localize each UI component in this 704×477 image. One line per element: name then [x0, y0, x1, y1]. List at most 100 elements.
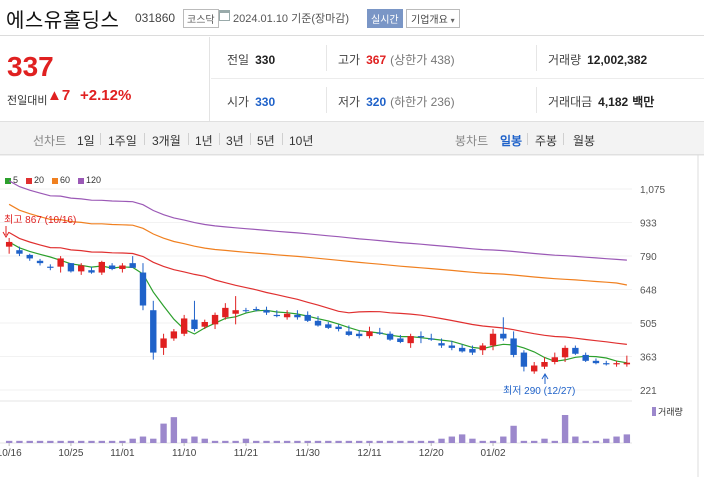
volume-bar [57, 440, 64, 443]
low-value: 320 [366, 95, 387, 109]
candle-body [304, 314, 311, 321]
volume-legend-swatch [652, 407, 656, 416]
upper-limit: (상한가 438) [390, 53, 455, 67]
legend-ma-120: 120 [78, 175, 101, 185]
candle-body [603, 363, 610, 365]
candle-body [345, 331, 353, 335]
candle-body [417, 336, 425, 338]
tab-1day[interactable]: 1일 [77, 134, 95, 148]
volume-bar [242, 438, 250, 443]
tab-5year[interactable]: 5년 [257, 134, 275, 148]
high-annotation: 최고 867 (10/16) [4, 214, 76, 226]
volume-bar [489, 440, 497, 443]
candle-body [98, 261, 105, 273]
volume-bar [458, 434, 466, 443]
change-amount: ▲7 [47, 87, 71, 104]
candle-body [170, 331, 178, 339]
candle-body [428, 338, 435, 340]
tab-3month[interactable]: 3개월 [152, 134, 181, 148]
tab-monthly[interactable]: 월봉 [573, 134, 596, 148]
prev-close-value: 330 [255, 53, 276, 67]
volume-bar [510, 425, 517, 443]
candle-body [253, 309, 260, 311]
candle-body [335, 326, 342, 330]
volume-bar [160, 423, 167, 443]
volume-bar [582, 440, 589, 443]
volume-bar [47, 440, 54, 443]
realtime-button[interactable]: 실시간 [367, 9, 403, 28]
company-info-dropdown[interactable]: 기업개요 ▾ [406, 9, 460, 28]
x-tick-label: 11/10 [172, 448, 197, 459]
prev-close-stat: 전일 330 [227, 51, 275, 68]
volume-bar [78, 440, 85, 443]
tab-daily[interactable]: 일봉 [500, 134, 523, 148]
amount-unit: 백만 [632, 95, 655, 109]
x-tick-label: 12/20 [419, 448, 444, 459]
line-chart-label: 선차트 [33, 134, 67, 148]
stats-row-2: 시가 330 저가 320 (하한가 236) 거래대금 4,182 백만 [211, 79, 704, 121]
candle-body [139, 272, 147, 306]
high-label: 고가 [338, 53, 361, 67]
volume-bar [386, 440, 394, 443]
candle-body [57, 258, 64, 267]
calendar-icon [219, 10, 230, 21]
candle-body [438, 343, 445, 346]
amount-stat: 거래대금 4,182 백만 [548, 93, 654, 110]
candle-body [458, 347, 466, 352]
amount-label: 거래대금 [548, 95, 593, 109]
chart-canvas: 1,075 933 790 648 505 363 221 최고 867 (10/16) 최저 … [0, 155, 704, 477]
volume-bar [201, 438, 208, 443]
low-stat: 저가 320 (하한가 236) [338, 93, 455, 110]
volume-bar [26, 440, 33, 443]
candle-body [5, 241, 13, 247]
candlestick-chart: 5 20 60 120 1,075 933 790 648 505 363 221 최고 867 (… [0, 155, 704, 477]
tab-weekly[interactable]: 주봉 [535, 134, 558, 148]
candle-body [108, 265, 116, 270]
stock-name: 에스유홀딩스 [6, 10, 120, 32]
candle-body [26, 254, 33, 259]
open-label: 시가 [227, 95, 250, 109]
volume-bar [417, 440, 425, 443]
volume-bar [366, 440, 373, 443]
change-percent: +2.12% [80, 87, 132, 104]
x-tick-label: 10/16 [0, 448, 22, 459]
candle-body [479, 345, 486, 351]
low-annotation: 최저 290 (12/27) [503, 385, 575, 397]
candle-body [510, 338, 517, 355]
high-arrowhead [2, 231, 10, 238]
price-summary: 337 전일대비 ▲7 +2.12% [0, 37, 210, 121]
candle-body [520, 352, 528, 367]
volume-bar [376, 440, 383, 443]
candle-body [88, 270, 95, 273]
volume-bar [5, 440, 13, 443]
candle-body [67, 263, 75, 272]
candle-body [273, 314, 281, 317]
tab-1year[interactable]: 1년 [195, 134, 213, 148]
ma60-line [8, 203, 628, 286]
candle-body [242, 310, 250, 312]
ma20-line [8, 231, 627, 345]
volume-bar [170, 417, 178, 443]
tab-1week[interactable]: 1주일 [108, 134, 137, 148]
candle-body [119, 265, 126, 270]
candle-body [222, 307, 229, 318]
candle-body [582, 354, 589, 361]
candle-body [489, 333, 497, 346]
candle-body [36, 260, 44, 264]
market-badge: 코스닥 [183, 9, 219, 28]
x-tick-label: 01/02 [481, 448, 506, 459]
company-info-label: 기업개요 [411, 15, 448, 26]
volume-bar [355, 440, 363, 443]
low-arrowhead [541, 373, 549, 380]
amount-value: 4,182 [598, 95, 629, 109]
tab-3year[interactable]: 3년 [226, 134, 244, 148]
candle-body [294, 314, 301, 318]
volume-bar [428, 440, 435, 443]
candle-body [531, 365, 538, 372]
candle-body [325, 324, 332, 328]
chevron-down-icon: ▾ [450, 16, 455, 25]
candle-body [78, 265, 85, 272]
volume-bar [438, 438, 445, 443]
tab-10year[interactable]: 10년 [289, 134, 314, 148]
candle-body [623, 362, 631, 365]
